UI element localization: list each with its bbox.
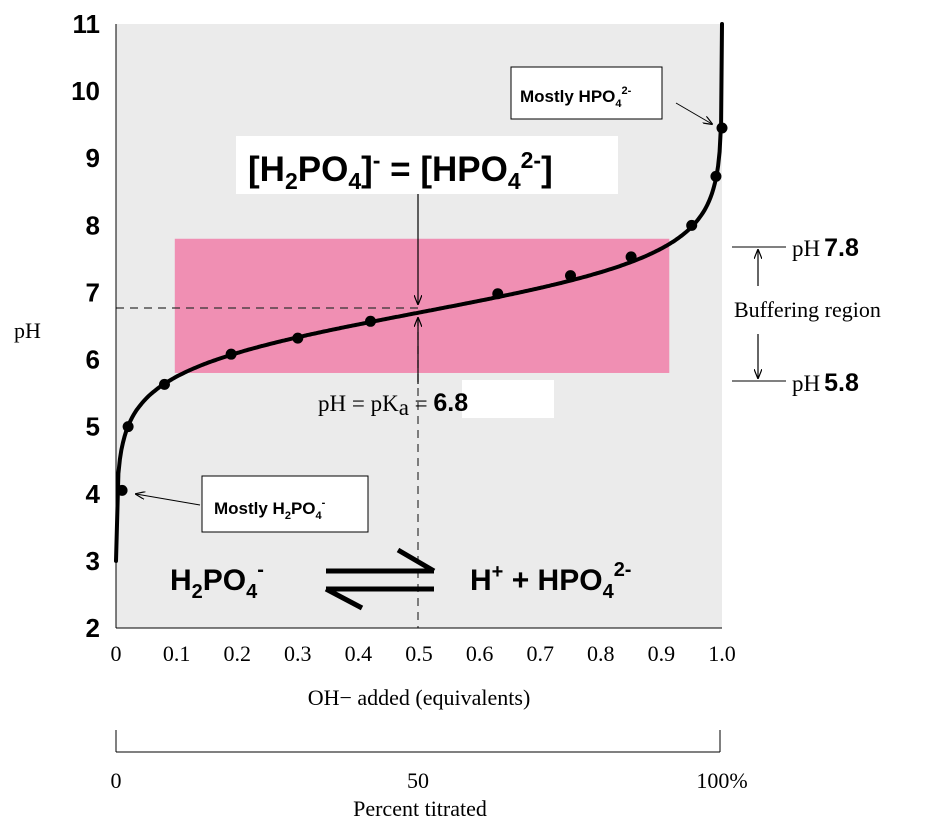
x-tick-label: 0.9 [648,641,676,666]
mostly-h2po4-arrow [136,494,201,506]
x-tick-label: 0.8 [587,641,615,666]
x-tick-label: 0.2 [223,641,251,666]
data-point [158,378,170,390]
ph-high-label: pH 7.8 [792,234,859,262]
equilibrium-arrows-icon [324,547,436,611]
y-tick-label: 2 [86,613,100,643]
pka-label: pH = pKa = 6.8 [318,389,468,420]
y-tick-label: 6 [86,345,100,375]
x-tick-label: 0.4 [345,641,373,666]
mostly-hpo4-label: Mostly HPO42- [520,85,632,110]
data-point [292,332,304,344]
data-point [122,421,134,433]
mostly-hpo4-arrow [675,102,712,124]
y-tick-label: 11 [73,9,101,39]
y-tick-label: 9 [86,143,100,173]
x-tick-label: 0.3 [284,641,312,666]
percent-tick-0: 0 [111,768,122,793]
equality-label-box [236,136,618,194]
data-point [225,348,237,360]
y-tick-label: 10 [71,76,100,106]
y-tick-labels: 2 3 4 5 6 7 8 9 10 11 [71,9,100,643]
y-tick-label: 7 [86,277,100,307]
ph-low-label: pH 5.8 [792,369,859,397]
mostly-h2po4-label: Mostly H2PO4- [214,497,326,522]
x-tick-label: 0.7 [526,641,554,666]
data-point [565,270,576,282]
y-tick-label: 5 [86,412,100,442]
percent-axis-label: Percent titrated [353,796,487,821]
y-tick-label: 3 [86,546,100,576]
x-tick-labels: 0 0.1 0.2 0.3 0.4 0.5 0.6 0.7 0.8 0.9 1.0 [111,641,736,666]
x-tick-label: 0 [111,641,122,666]
equality-label: [H2PO4]- = [HPO42-] [248,147,553,194]
x-tick-label: 0.5 [405,641,433,666]
data-point [686,219,698,231]
data-point [625,251,637,263]
y-axis-label: pH [14,318,41,343]
titration-curve [114,22,724,563]
x-axis-label: OH− added (equivalents) [308,685,531,710]
x-tick-label: 0.6 [466,641,494,666]
percent-tick-100: 100% [696,768,747,793]
x-tick-label: 0.1 [163,641,191,666]
pka-label-box [462,380,554,418]
data-point [365,315,377,327]
y-tick-label: 4 [86,479,101,509]
buffering-region-label: Buffering region [734,297,881,322]
y-tick-label: 8 [86,210,100,240]
x-tick-label: 1.0 [708,641,736,666]
data-points [116,122,728,496]
mostly-hpo4-box [510,66,663,120]
mostly-h2po4-box [201,475,369,533]
data-point [492,288,504,300]
data-point [116,484,128,496]
buffering-region-band [174,238,670,373]
data-point [710,170,722,182]
percent-tick-50: 50 [407,768,429,793]
data-point [716,122,728,134]
